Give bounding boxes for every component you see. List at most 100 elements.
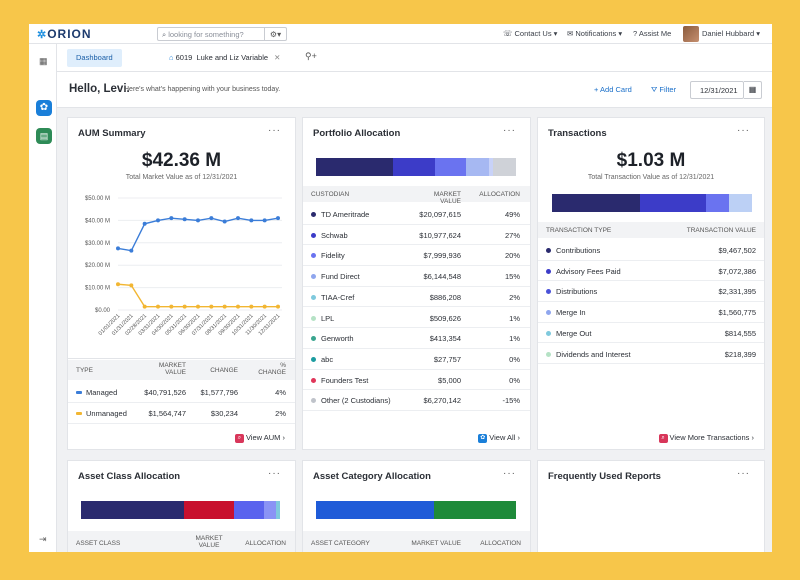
stack-segment[interactable]	[729, 194, 752, 212]
portfolio-col-custodian: CUSTODIAN	[311, 191, 350, 198]
dashboard-app-icon[interactable]: ✿	[36, 100, 52, 116]
view-all-link[interactable]: ✿ View All ›	[478, 433, 520, 443]
table-row[interactable]: Contributions $9,467,502	[538, 240, 764, 261]
aum-unmanaged-pct: 2%	[275, 409, 286, 418]
table-row[interactable]: Genworth $413,354 1%	[303, 328, 530, 349]
asset-category-more-menu-icon[interactable]: ···	[503, 468, 516, 479]
legend-dot	[546, 330, 551, 336]
table-row[interactable]: abc $27,757 0%	[303, 349, 530, 370]
row-alloc: 0%	[509, 375, 520, 385]
date-input[interactable]: 12/31/2021	[690, 81, 744, 99]
table-row[interactable]: Merge Out $814,555	[538, 323, 764, 344]
legend-dot	[311, 253, 316, 259]
asset-class-col-allocation: ALLOCATION	[245, 540, 286, 547]
row-name: Contributions	[556, 246, 601, 255]
table-row[interactable]: Distributions $2,331,395	[538, 281, 764, 303]
table-row[interactable]: Advisory Fees Paid $7,072,386	[538, 261, 764, 282]
portfolio-more-menu-icon[interactable]: ···	[503, 125, 516, 136]
row-name: TIAA-Cref	[321, 292, 355, 302]
aum-col-pct-change: % CHANGE	[258, 362, 286, 376]
apps-grid-icon[interactable]: ▦	[39, 56, 48, 66]
stack-segment[interactable]	[552, 194, 640, 212]
search-settings-button[interactable]: ⚙▾	[265, 27, 287, 41]
data-point	[156, 304, 160, 309]
view-aum-link[interactable]: ⌕ View AUM ›	[234, 433, 285, 443]
row-value: $218,399	[724, 349, 756, 359]
row-name: Fund Direct	[321, 272, 360, 282]
table-row[interactable]: Schwab $10,977,624 27%	[303, 225, 530, 246]
table-row[interactable]: Other (2 Custodians) $6,270,142 -15%	[303, 390, 530, 411]
data-point	[222, 219, 227, 224]
table-row[interactable]: TIAA-Cref $886,208 2%	[303, 287, 530, 308]
table-row[interactable]: TD Ameritrade $20,097,615 49%	[303, 204, 530, 225]
asset-class-card-title: Asset Class Allocation	[78, 471, 181, 482]
legend-dot	[311, 315, 316, 321]
household-name: Luke and Liz Variable	[196, 53, 269, 62]
portfolio-allocation-card: Portfolio Allocation ··· CUSTODIAN MARKE…	[302, 117, 531, 450]
y-tick-label: $20.00 M	[85, 263, 110, 269]
row-name: Distributions	[556, 287, 598, 297]
legend-dot	[311, 212, 316, 217]
tab-household[interactable]: ⌂ 6019 Luke and Liz Variable ✕	[169, 49, 280, 67]
transactions-more-menu-icon[interactable]: ···	[737, 125, 750, 136]
table-row[interactable]: Dividends and Interest $218,399	[538, 344, 764, 365]
stack-segment[interactable]	[264, 501, 276, 519]
stack-segment[interactable]	[706, 194, 730, 212]
contact-us-menu[interactable]: ☏ Contact Us ▾	[503, 29, 557, 38]
user-menu[interactable]: Daniel Hubbard ▾	[702, 29, 760, 38]
asset-class-more-menu-icon[interactable]: ···	[268, 468, 281, 479]
stack-segment[interactable]	[276, 501, 280, 519]
aum-more-menu-icon[interactable]: ···	[268, 125, 281, 136]
series-line-managed	[117, 217, 279, 252]
y-tick-label: $40.00 M	[85, 218, 110, 224]
search-input[interactable]: ⌕ looking for something?	[157, 27, 265, 41]
table-row[interactable]: Fund Direct $6,144,548 15%	[303, 266, 530, 287]
table-row[interactable]: Merge In $1,560,775	[538, 302, 764, 323]
table-row[interactable]: Founders Test $5,000 0%	[303, 370, 530, 391]
phone-icon: ☏	[503, 29, 513, 38]
add-card-button[interactable]: + Add Card	[594, 85, 632, 94]
assist-me-button[interactable]: ? Assist Me	[633, 29, 671, 38]
stack-segment[interactable]	[492, 158, 516, 176]
asset-class-col-class: ASSET CLASS	[76, 540, 121, 547]
add-user-tab-button[interactable]: ⚲+	[305, 51, 317, 62]
transactions-total: $1.03 M	[616, 150, 686, 171]
transactions-table-header: TRANSACTION TYPE TRANSACTION VALUE	[538, 222, 764, 238]
data-point	[196, 218, 200, 223]
stack-segment[interactable]	[316, 501, 434, 519]
close-tab-icon[interactable]: ✕	[274, 53, 281, 62]
portfolio-stacked-bar	[316, 158, 516, 176]
stack-segment[interactable]	[489, 158, 493, 176]
aum-row-managed[interactable]: Managed $40,791,526 $1,577,796 4%	[68, 382, 295, 403]
collapse-sidebar-icon[interactable]: ⇥	[39, 534, 47, 544]
stack-segment[interactable]	[234, 501, 265, 519]
frequent-reports-card: Frequently Used Reports ···	[537, 460, 765, 552]
avatar[interactable]	[683, 26, 699, 42]
table-row[interactable]: LPL $509,626 1%	[303, 308, 530, 329]
orion-logo[interactable]: ✲ORION	[37, 27, 92, 41]
asset-class-card: Asset Class Allocation ··· ASSET CLASS M…	[67, 460, 296, 552]
table-row[interactable]: Fidelity $7,999,936 20%	[303, 245, 530, 267]
stack-segment[interactable]	[316, 158, 393, 176]
stack-segment[interactable]	[434, 501, 516, 519]
data-point	[142, 304, 147, 309]
stack-segment[interactable]	[184, 501, 235, 519]
stack-segment[interactable]	[434, 158, 466, 176]
aum-managed-change: $1,577,796	[200, 388, 238, 397]
stack-segment[interactable]	[639, 194, 707, 212]
aum-row-unmanaged[interactable]: Unmanaged $1,564,747 $30,234 2%	[68, 403, 295, 424]
stack-segment[interactable]	[392, 158, 435, 176]
transactions-card: Transactions ··· $1.03 M Total Transacti…	[537, 117, 765, 450]
tab-dashboard[interactable]: Dashboard	[67, 49, 122, 67]
reports-more-menu-icon[interactable]: ···	[737, 468, 750, 479]
filter-button[interactable]: ⛛ Filter	[651, 85, 676, 95]
row-name: Founders Test	[321, 375, 369, 385]
aum-total: $42.36 M	[141, 150, 222, 171]
calendar-button[interactable]: ▦	[744, 81, 762, 99]
notifications-menu[interactable]: ✉ Notifications ▾	[567, 29, 622, 38]
data-point	[209, 304, 214, 309]
stack-segment[interactable]	[81, 501, 185, 519]
portfolio-app-icon[interactable]: ▤	[36, 128, 52, 144]
view-more-transactions-link[interactable]: ⌕ View More Transactions ›	[658, 433, 754, 443]
stack-segment[interactable]	[466, 158, 490, 176]
